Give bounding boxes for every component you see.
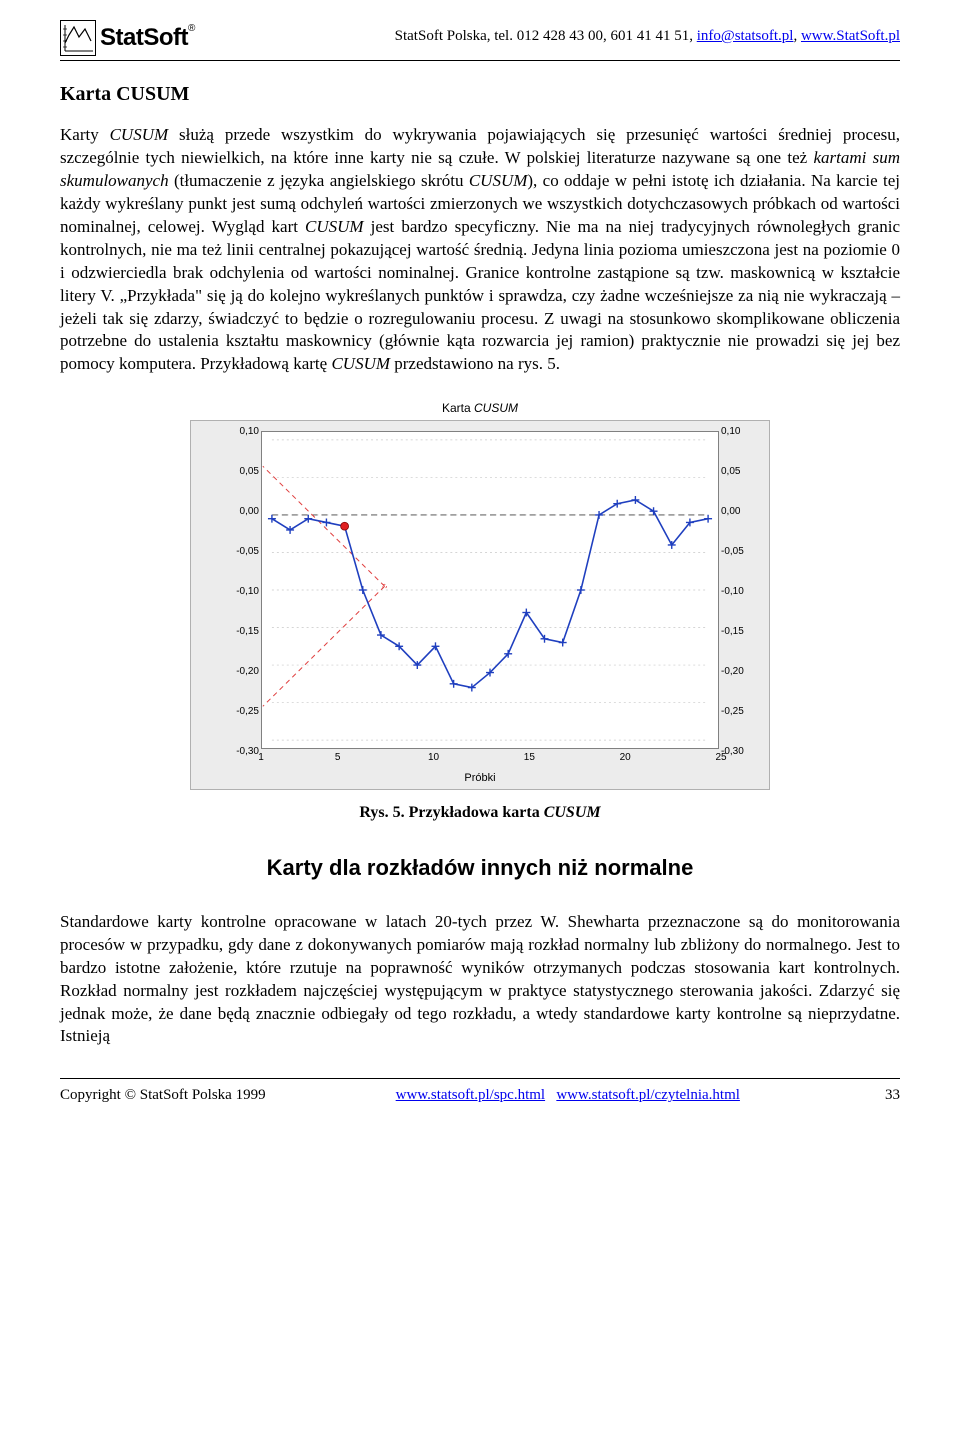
ytick-left: -0,30: [219, 745, 259, 759]
ytick-left: -0,20: [219, 665, 259, 679]
ytick-right: -0,30: [721, 745, 761, 759]
xtick: 5: [335, 751, 341, 765]
chart-title: Karta CUSUM: [190, 394, 770, 419]
header-url-link[interactable]: www.StatSoft.pl: [801, 28, 900, 44]
ytick-left: -0,25: [219, 705, 259, 719]
cusum-figure: Karta CUSUM Skumulowana suma odchyleń Pr…: [190, 394, 770, 789]
ytick-right: -0,25: [721, 705, 761, 719]
header-email-link[interactable]: info@statsoft.pl: [697, 28, 794, 44]
footer-copyright: Copyright © StatSoft Polska 1999: [60, 1085, 266, 1105]
ytick-left: 0,05: [219, 465, 259, 479]
chart-area: Skumulowana suma odchyleń Próbki 0,100,1…: [190, 420, 770, 790]
ytick-right: 0,00: [721, 505, 761, 519]
page-footer: Copyright © StatSoft Polska 1999 www.sta…: [60, 1078, 900, 1105]
xtick: 10: [428, 751, 439, 765]
logo: StatSoft®: [60, 20, 195, 56]
ytick-right: -0,15: [721, 625, 761, 639]
logo-chart-icon: [60, 20, 96, 56]
ytick-right: -0,20: [721, 665, 761, 679]
paragraph-2: Standardowe karty kontrolne opracowane w…: [60, 911, 900, 1049]
xtick: 20: [620, 751, 631, 765]
figure-caption: Rys. 5. Przykładowa karta CUSUM: [60, 802, 900, 824]
xtick: 25: [715, 751, 726, 765]
chart-xlabel: Próbki: [191, 771, 769, 786]
footer-link-spc[interactable]: www.statsoft.pl/spc.html: [396, 1087, 545, 1103]
footer-link-czytelnia[interactable]: www.statsoft.pl/czytelnia.html: [556, 1087, 740, 1103]
section-title: Karta CUSUM: [60, 81, 900, 108]
xtick: 15: [524, 751, 535, 765]
ytick-right: 0,10: [721, 425, 761, 439]
ytick-left: -0,15: [219, 625, 259, 639]
xtick: 1: [258, 751, 264, 765]
header-phone: StatSoft Polska, tel. 012 428 43 00, 601…: [395, 28, 697, 44]
ytick-right: -0,10: [721, 585, 761, 599]
ytick-right: -0,05: [721, 545, 761, 559]
ytick-left: -0,05: [219, 545, 259, 559]
paragraph-1: Karty CUSUM służą przede wszystkim do wy…: [60, 124, 900, 376]
ytick-left: 0,10: [219, 425, 259, 439]
page-number: 33: [870, 1085, 900, 1105]
heading-other-dist: Karty dla rozkładów innych niż normalne: [60, 853, 900, 883]
page-header: StatSoft® StatSoft Polska, tel. 012 428 …: [60, 20, 900, 61]
plot-inner: [261, 431, 719, 749]
header-contact: StatSoft Polska, tel. 012 428 43 00, 601…: [195, 20, 900, 46]
ytick-left: -0,10: [219, 585, 259, 599]
ytick-right: 0,05: [721, 465, 761, 479]
ytick-left: 0,00: [219, 505, 259, 519]
logo-text: StatSoft®: [100, 22, 195, 54]
